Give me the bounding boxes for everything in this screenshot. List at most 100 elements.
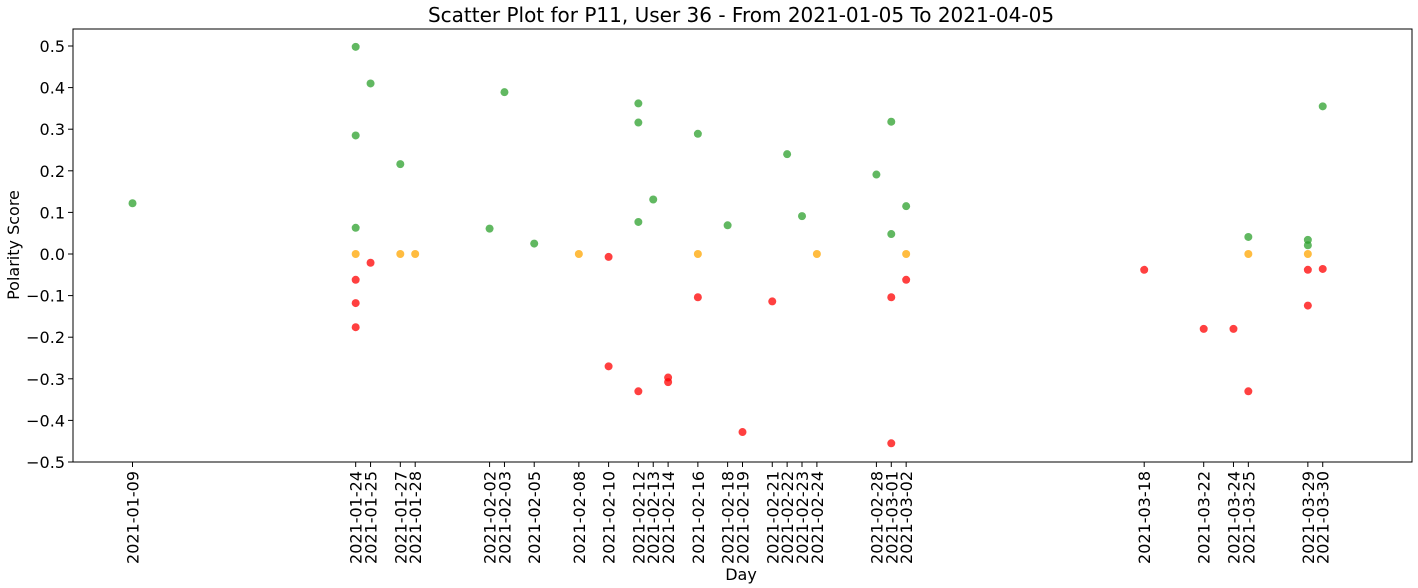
- data-point-negative: [1303, 301, 1312, 310]
- data-point-positive: [798, 212, 807, 221]
- data-point-positive: [1303, 241, 1312, 250]
- plot-frame: [72, 28, 1413, 463]
- y-axis: −0.5 −0.4 −0.3 −0.2 −0.1 0.0 0.1 0.2 0.3 0.4 0.5: [26, 37, 73, 472]
- x-tick-label: 2021-02-10: [600, 471, 619, 564]
- data-point-positive: [723, 221, 732, 230]
- data-point-positive: [1244, 232, 1253, 241]
- data-point-positive: [887, 117, 896, 126]
- data-point-negative: [768, 297, 777, 306]
- x-tick-label: 2021-01-28: [406, 471, 425, 564]
- data-point-negative: [604, 252, 613, 261]
- data-point-positive: [1318, 102, 1327, 111]
- data-point-negative: [693, 293, 702, 302]
- x-tick-label: 2021-02-18: [719, 471, 738, 564]
- data-point-positive: [872, 170, 881, 179]
- data-point-negative: [664, 378, 673, 387]
- y-tick-label: −0.5: [26, 453, 65, 472]
- data-point-negative: [738, 428, 747, 437]
- data-point-negative: [1140, 265, 1149, 274]
- data-point-negative: [351, 323, 360, 332]
- data-point-positive: [485, 224, 494, 233]
- data-point-neutral: [1303, 250, 1312, 258]
- data-point-negative: [366, 258, 375, 267]
- data-point-negative: [887, 439, 896, 448]
- data-point-negative: [351, 299, 360, 308]
- data-point-neutral: [574, 250, 583, 258]
- data-point-positive: [783, 150, 792, 159]
- x-tick-label: 2021-02-12: [629, 471, 648, 564]
- data-point-negative: [604, 362, 613, 371]
- y-axis-label: Polarity Score: [4, 190, 23, 300]
- data-point-neutral: [411, 250, 420, 258]
- data-point-neutral: [902, 250, 911, 258]
- y-tick-label: 0.5: [40, 37, 65, 56]
- x-tick-label: 2021-02-21: [763, 471, 782, 564]
- x-tick-label: 2021-03-30: [1314, 471, 1333, 564]
- y-tick-label: 0.1: [40, 203, 65, 222]
- data-point-positive: [649, 195, 658, 204]
- data-point-positive: [128, 199, 137, 208]
- x-tick-label: 2021-02-28: [867, 471, 886, 564]
- y-tick-label: 0.4: [40, 79, 65, 98]
- x-tick-label: 2021-02-13: [644, 471, 663, 564]
- x-tick-label: 2021-03-01: [882, 471, 901, 564]
- x-tick-label: 2021-01-25: [362, 471, 381, 564]
- x-tick-label: 2021-02-05: [525, 471, 544, 564]
- data-point-neutral: [693, 250, 702, 258]
- x-tick-label: 2021-02-19: [734, 471, 753, 564]
- y-tick-label: −0.2: [26, 328, 65, 347]
- x-tick-label: 2021-02-08: [570, 471, 589, 564]
- y-tick-label: 0.2: [40, 162, 65, 181]
- data-point-positive: [693, 129, 702, 138]
- x-tick-label: 2021-03-22: [1195, 471, 1214, 564]
- data-point-negative: [1244, 387, 1253, 396]
- x-tick-label: 2021-02-02: [481, 471, 500, 564]
- y-tick-label: 0.0: [40, 245, 65, 264]
- data-point-positive: [634, 99, 643, 108]
- data-point-positive: [351, 131, 360, 140]
- data-point-negative: [1229, 324, 1238, 333]
- data-point-positive: [902, 202, 911, 211]
- data-point-negative: [351, 275, 360, 284]
- data-point-negative: [1303, 265, 1312, 274]
- x-tick-label: 2021-02-23: [793, 471, 812, 564]
- x-tick-label: 2021-03-25: [1239, 471, 1258, 564]
- x-axis-label: Day: [725, 565, 757, 584]
- x-tick-label: 2021-01-24: [347, 471, 366, 564]
- data-point-positive: [351, 42, 360, 51]
- data-point-neutral: [812, 250, 821, 258]
- x-tick-label: 2021-01-09: [124, 471, 143, 564]
- y-tick-label: 0.3: [40, 120, 65, 139]
- data-point-positive: [500, 88, 509, 97]
- x-tick-label: 2021-03-24: [1224, 471, 1243, 564]
- x-tick-label: 2021-02-24: [808, 471, 827, 564]
- data-point-negative: [634, 387, 643, 396]
- data-point-positive: [396, 160, 405, 169]
- x-tick-label: 2021-02-22: [778, 471, 797, 564]
- y-tick-label: −0.1: [26, 287, 65, 306]
- x-tick-label: 2021-01-27: [391, 471, 410, 564]
- data-point-positive: [366, 79, 375, 88]
- x-tick-label: 2021-02-16: [689, 471, 708, 564]
- data-point-positive: [887, 230, 896, 239]
- data-point-negative: [902, 275, 911, 284]
- data-point-positive: [530, 239, 539, 248]
- x-tick-label: 2021-03-18: [1135, 471, 1154, 564]
- data-point-neutral: [396, 250, 405, 258]
- x-tick-label: 2021-02-03: [495, 471, 514, 564]
- x-tick-label: 2021-02-14: [659, 471, 678, 564]
- data-point-positive: [634, 118, 643, 127]
- data-point-neutral: [351, 250, 360, 258]
- y-tick-label: −0.3: [26, 370, 65, 389]
- data-point-negative: [887, 293, 896, 302]
- data-point-neutral: [1244, 250, 1253, 258]
- data-point-negative: [1199, 324, 1208, 333]
- x-tick-label: 2021-03-29: [1299, 471, 1318, 564]
- plot-area: [128, 42, 1327, 448]
- y-tick-label: −0.4: [26, 411, 65, 430]
- data-point-positive: [634, 217, 643, 226]
- data-point-positive: [351, 223, 360, 232]
- x-tick-label: 2021-03-02: [897, 471, 916, 564]
